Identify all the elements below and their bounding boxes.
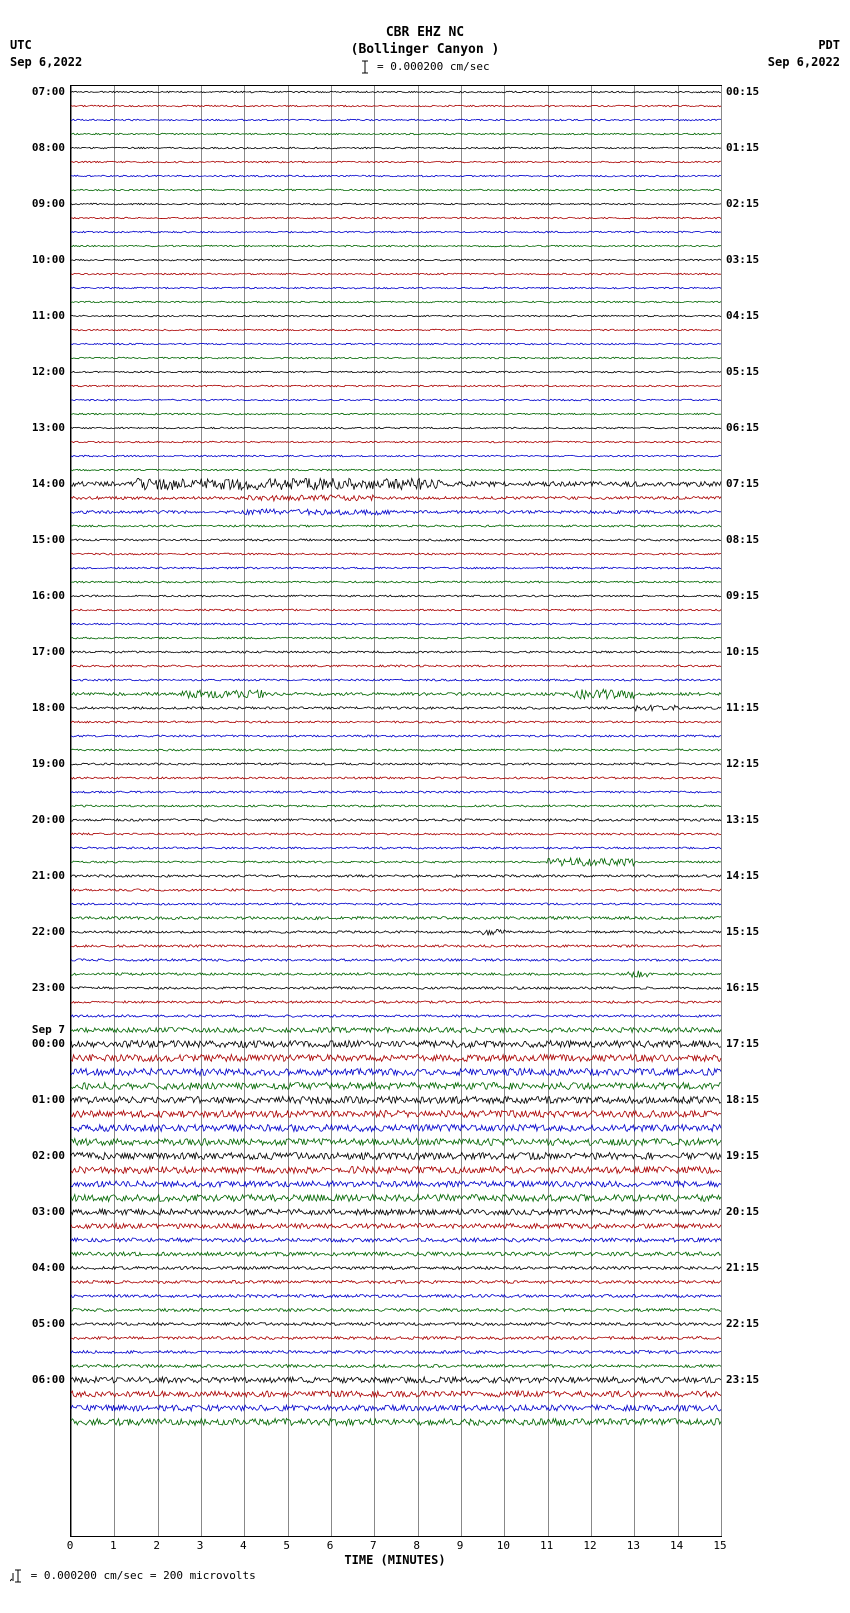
x-tick-label: 14 <box>667 1539 687 1552</box>
day-break-label: Sep 7 <box>5 1023 65 1036</box>
time-label-utc: 22:00 <box>5 925 65 938</box>
x-tick-label: 10 <box>493 1539 513 1552</box>
date-right: Sep 6,2022 <box>768 55 840 69</box>
time-label-utc: 15:00 <box>5 533 65 546</box>
time-label-pdt: 01:15 <box>726 141 786 154</box>
time-label-pdt: 13:15 <box>726 813 786 826</box>
time-label-utc: 07:00 <box>5 85 65 98</box>
grid-vertical <box>721 86 722 1536</box>
time-label-utc: 14:00 <box>5 477 65 490</box>
x-tick-label: 12 <box>580 1539 600 1552</box>
time-label-pdt: 11:15 <box>726 701 786 714</box>
time-label-utc: 06:00 <box>5 1373 65 1386</box>
x-tick-label: 4 <box>233 1539 253 1552</box>
time-label-pdt: 20:15 <box>726 1205 786 1218</box>
time-label-pdt: 12:15 <box>726 757 786 770</box>
time-label-pdt: 16:15 <box>726 981 786 994</box>
station-title: CBR EHZ NC <box>0 25 850 40</box>
time-label-utc: 13:00 <box>5 421 65 434</box>
time-label-utc: 01:00 <box>5 1093 65 1106</box>
x-tick-label: 13 <box>623 1539 643 1552</box>
time-label-utc: 11:00 <box>5 309 65 322</box>
time-label-pdt: 21:15 <box>726 1261 786 1274</box>
time-label-utc: 12:00 <box>5 365 65 378</box>
time-label-pdt: 10:15 <box>726 645 786 658</box>
time-label-pdt: 04:15 <box>726 309 786 322</box>
x-tick-label: 6 <box>320 1539 340 1552</box>
time-label-pdt: 18:15 <box>726 1093 786 1106</box>
x-tick-label: 7 <box>363 1539 383 1552</box>
time-label-pdt: 09:15 <box>726 589 786 602</box>
time-label-pdt: 23:15 <box>726 1373 786 1386</box>
time-label-pdt: 07:15 <box>726 477 786 490</box>
scale-header: = 0.000200 cm/sec <box>0 60 850 74</box>
footer-scale: = 0.000200 cm/sec = 200 microvolts <box>10 1569 256 1583</box>
x-tick-label: 0 <box>60 1539 80 1552</box>
timezone-left: UTC <box>10 38 32 52</box>
time-label-pdt: 08:15 <box>726 533 786 546</box>
time-label-pdt: 02:15 <box>726 197 786 210</box>
time-label-pdt: 15:15 <box>726 925 786 938</box>
time-label-utc: 18:00 <box>5 701 65 714</box>
scale-bar-icon <box>10 1569 24 1583</box>
seismogram-container: CBR EHZ NC (Bollinger Canyon ) = 0.00020… <box>0 0 850 1613</box>
time-label-pdt: 17:15 <box>726 1037 786 1050</box>
time-label-utc: 08:00 <box>5 141 65 154</box>
time-label-utc: 00:00 <box>5 1037 65 1050</box>
x-tick-label: 15 <box>710 1539 730 1552</box>
time-label-utc: 19:00 <box>5 757 65 770</box>
time-label-pdt: 22:15 <box>726 1317 786 1330</box>
station-location: (Bollinger Canyon ) <box>0 42 850 57</box>
x-tick-label: 1 <box>103 1539 123 1552</box>
time-label-utc: 16:00 <box>5 589 65 602</box>
time-label-pdt: 19:15 <box>726 1149 786 1162</box>
time-label-pdt: 14:15 <box>726 869 786 882</box>
time-label-utc: 05:00 <box>5 1317 65 1330</box>
x-tick-label: 3 <box>190 1539 210 1552</box>
timezone-right: PDT <box>818 38 840 52</box>
date-left: Sep 6,2022 <box>10 55 82 69</box>
time-label-pdt: 00:15 <box>726 85 786 98</box>
x-tick-label: 11 <box>537 1539 557 1552</box>
x-axis-title: TIME (MINUTES) <box>335 1553 455 1567</box>
time-label-pdt: 03:15 <box>726 253 786 266</box>
time-label-utc: 04:00 <box>5 1261 65 1274</box>
scale-text: = 0.000200 cm/sec <box>370 60 489 73</box>
time-label-utc: 21:00 <box>5 869 65 882</box>
time-label-utc: 23:00 <box>5 981 65 994</box>
time-label-utc: 09:00 <box>5 197 65 210</box>
time-label-utc: 10:00 <box>5 253 65 266</box>
time-label-pdt: 05:15 <box>726 365 786 378</box>
x-tick-label: 5 <box>277 1539 297 1552</box>
x-tick-label: 9 <box>450 1539 470 1552</box>
time-label-pdt: 06:15 <box>726 421 786 434</box>
time-label-utc: 17:00 <box>5 645 65 658</box>
seismic-trace <box>71 86 721 1536</box>
time-label-utc: 02:00 <box>5 1149 65 1162</box>
time-label-utc: 20:00 <box>5 813 65 826</box>
time-label-utc: 03:00 <box>5 1205 65 1218</box>
scale-bar-icon <box>360 60 370 74</box>
footer-text: = 0.000200 cm/sec = 200 microvolts <box>24 1569 256 1582</box>
x-tick-label: 2 <box>147 1539 167 1552</box>
x-tick-label: 8 <box>407 1539 427 1552</box>
seismogram-plot <box>70 85 722 1537</box>
